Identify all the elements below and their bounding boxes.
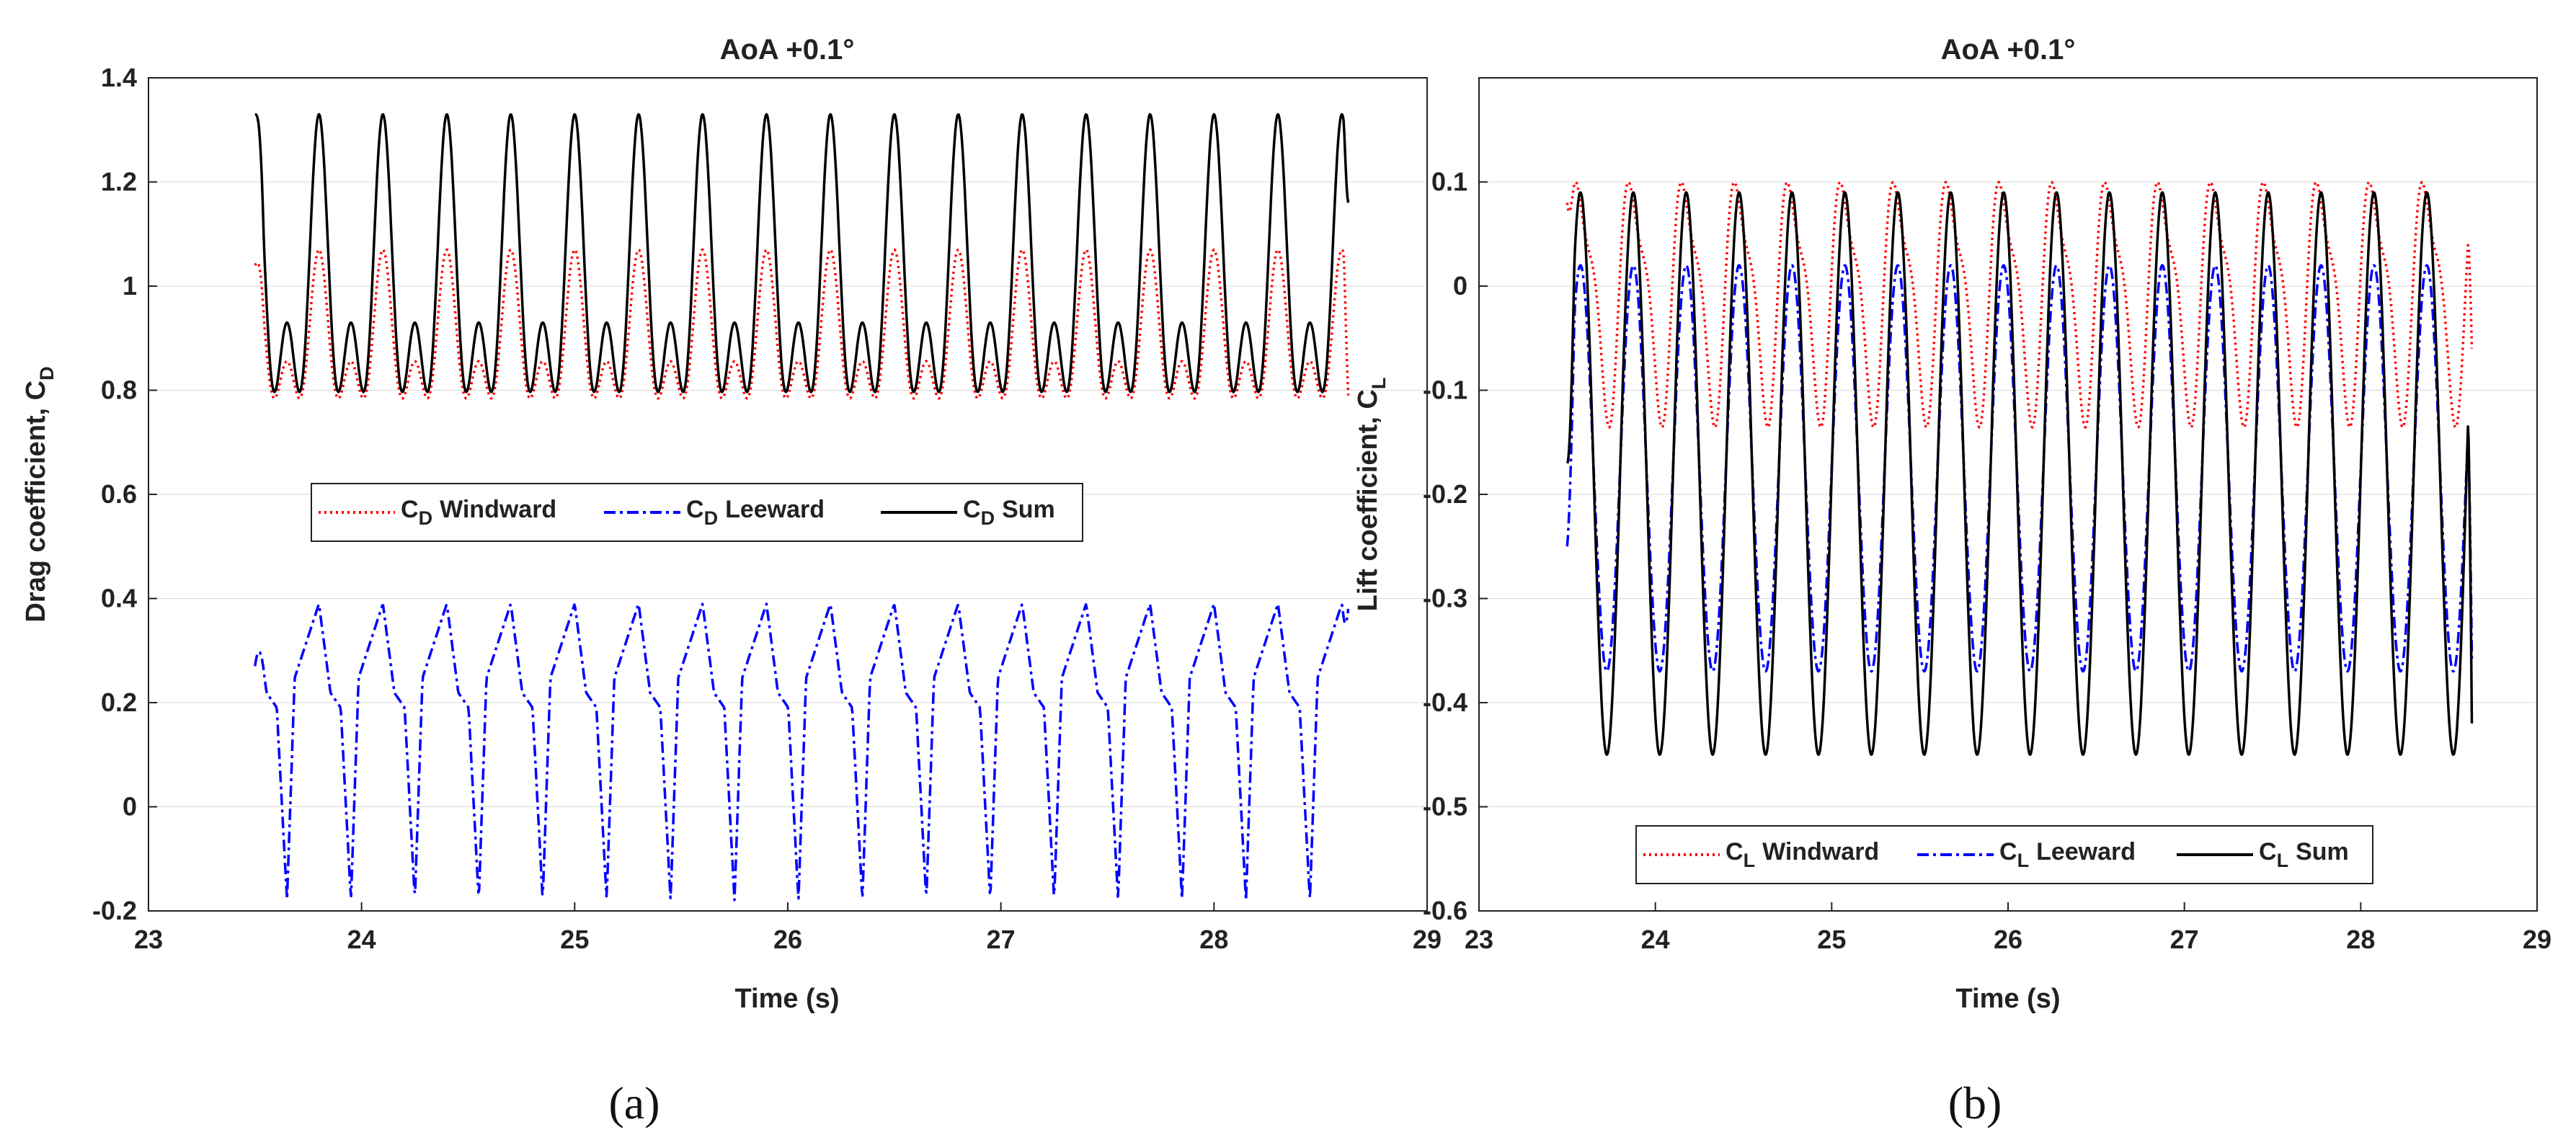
lift-legend-leeward-label: CL Leeward — [1999, 838, 2136, 871]
drag-legend-windward-label: CD Windward — [401, 496, 556, 529]
lift-chart-legend-item-leeward: CL Leeward — [1917, 838, 2136, 871]
drag-legend-windward-sub: D — [419, 507, 433, 529]
lift-legend-windward-name: Windward — [1762, 838, 1879, 866]
drag-chart-y-axis-label-main: Drag coefficient, C — [21, 381, 51, 623]
drag-chart-legend-item-sum: CD Sum — [881, 496, 1055, 529]
drag-x-tick-label: 28 — [1199, 925, 1228, 954]
drag-chart-title: AoA +0.1° — [720, 34, 855, 66]
lift-legend-sum-sub: L — [2277, 850, 2289, 871]
drag-y-tick-label: 0.6 — [101, 479, 137, 509]
lift-y-tick-label: -0.5 — [1423, 792, 1467, 822]
lift-y-tick-label: -0.3 — [1423, 584, 1467, 613]
drag-legend-sum-symbol: C — [963, 496, 981, 523]
lift-y-tick-label: 0 — [1453, 271, 1467, 301]
drag-legend-sum-name: Sum — [1002, 496, 1055, 523]
drag-x-tick-label: 25 — [560, 925, 589, 954]
lift-x-tick-label: 25 — [1817, 925, 1846, 954]
lift-legend-leeward-symbol: C — [1999, 838, 2017, 866]
lift-chart-panel: AoA +0.1° -0.6 -0.5 -0.4 -0.3 -0.2 -0.1 0 0.1 23… — [1353, 34, 2551, 1129]
lift-series-windward-line — [1565, 180, 2474, 429]
lift-chart-series — [1565, 180, 2474, 756]
drag-x-tick-label: 24 — [347, 925, 376, 954]
lift-chart-ticks: -0.6 -0.5 -0.4 -0.3 -0.2 -0.1 0 0.1 23 24 25 26 27 28… — [1423, 167, 2551, 955]
drag-chart-y-axis-label: Drag coefficient, CD — [21, 366, 58, 622]
lift-legend-sum-label: CL Sum — [2259, 838, 2349, 871]
lift-chart-legend: CL Windward CL Leeward CL Sum — [1635, 825, 2373, 884]
lift-y-tick-label: -0.4 — [1423, 688, 1467, 717]
lift-y-tick-label: -0.6 — [1423, 896, 1467, 925]
drag-legend-sum-sub: D — [981, 507, 995, 529]
drag-chart-legend-item-leeward: CD Leeward — [604, 496, 825, 529]
lift-chart-x-axis-label: Time (s) — [1955, 984, 2060, 1014]
lift-x-tick-label: 24 — [1641, 925, 1670, 954]
lift-x-tick-label: 27 — [2170, 925, 2199, 954]
lift-x-tick-label: 28 — [2346, 925, 2375, 954]
lift-legend-sum-symbol: C — [2259, 838, 2277, 866]
drag-chart-x-axis-label: Time (s) — [734, 984, 839, 1014]
lift-legend-sum-name: Sum — [2296, 838, 2349, 866]
lift-legend-leeward-name: Leeward — [2036, 838, 2136, 866]
drag-legend-leeward-label: CD Leeward — [686, 496, 825, 529]
lift-y-tick-label: 0.1 — [1431, 167, 1467, 197]
lift-chart-y-axis-label: Lift coefficient, CL — [1353, 378, 1390, 612]
drag-x-tick-label: 27 — [987, 925, 1016, 954]
drag-legend-leeward-symbol: C — [686, 496, 704, 523]
lift-y-tick-label: -0.1 — [1423, 375, 1467, 405]
drag-legend-leeward-name: Leeward — [725, 496, 825, 523]
drag-chart-legend: CD Windward CD Leeward CD Sum — [311, 483, 1083, 542]
drag-y-tick-label: 1.4 — [101, 63, 137, 92]
panel-label-a: (a) — [608, 1077, 659, 1129]
lift-x-tick-label: 29 — [2523, 925, 2551, 954]
drag-y-tick-label: 1 — [123, 271, 137, 301]
lift-chart-y-axis-label-main: Lift coefficient, C — [1353, 389, 1383, 611]
drag-legend-sum-label: CD Sum — [963, 496, 1055, 529]
drag-x-tick-label: 23 — [134, 925, 163, 954]
drag-x-tick-label: 26 — [773, 925, 802, 954]
drag-series-leeward-line — [254, 602, 1350, 902]
drag-y-tick-label: 1.2 — [101, 167, 137, 197]
drag-chart-series — [254, 112, 1350, 902]
drag-chart-ticks: -0.2 0 0.2 0.4 0.6 0.8 1 1.2 1.4 23 24 25 26 27 28 29 — [92, 63, 1442, 954]
drag-chart-panel: AoA +0.1° -0.2 0 0.2 0.4 0.6 0.8 1 1.2 1.4 23 24 25… — [21, 34, 1442, 1129]
drag-chart-y-axis-label-sub: D — [36, 366, 58, 381]
lift-legend-windward-sub: L — [1744, 850, 1756, 871]
drag-y-tick-label: 0.2 — [101, 688, 137, 717]
panel-label-b: (b) — [1948, 1077, 2002, 1129]
drag-y-tick-label: 0 — [123, 792, 137, 822]
lift-x-tick-label: 26 — [1994, 925, 2022, 954]
drag-legend-windward-name: Windward — [440, 496, 556, 523]
lift-chart-legend-item-windward: CL Windward — [1643, 838, 1879, 871]
drag-chart-legend-box — [311, 483, 1083, 542]
lift-chart-y-axis-label-sub: L — [1368, 378, 1390, 390]
lift-chart-legend-item-sum: CL Sum — [2177, 838, 2349, 871]
drag-series-sum-line — [254, 112, 1350, 393]
lift-legend-windward-label: CL Windward — [1726, 838, 1879, 871]
lift-series-sum-line — [1565, 191, 2474, 756]
drag-chart-legend-item-windward: CD Windward — [319, 496, 556, 529]
drag-x-tick-label: 29 — [1413, 925, 1442, 954]
lift-legend-windward-symbol: C — [1726, 838, 1744, 866]
drag-legend-leeward-sub: D — [704, 507, 719, 529]
drag-y-tick-label: 0.4 — [101, 584, 137, 613]
drag-y-tick-label: -0.2 — [92, 896, 137, 925]
drag-legend-windward-symbol: C — [401, 496, 419, 523]
lift-chart-title: AoA +0.1° — [1941, 34, 2076, 66]
lift-y-tick-label: -0.2 — [1423, 479, 1467, 509]
lift-x-tick-label: 23 — [1465, 925, 1493, 954]
drag-y-tick-label: 0.8 — [101, 375, 137, 405]
lift-legend-leeward-sub: L — [2017, 850, 2030, 871]
